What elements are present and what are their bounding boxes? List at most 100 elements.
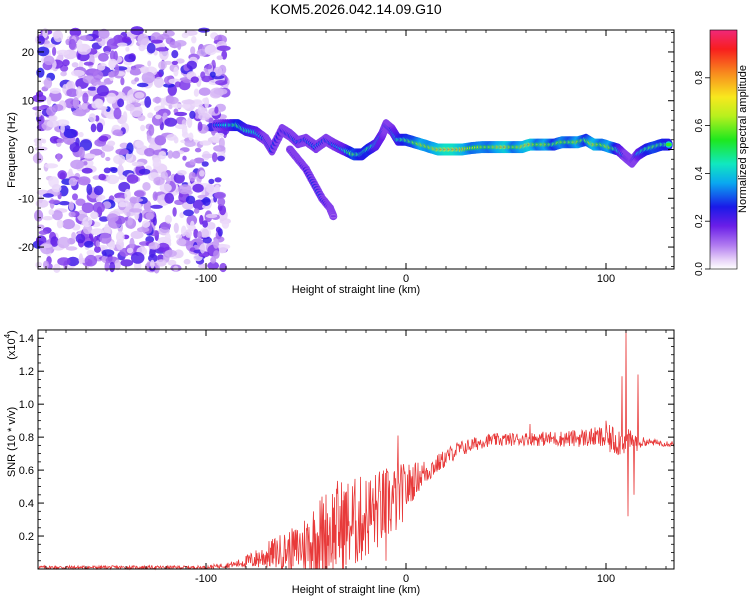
spectrogram-noise-blob xyxy=(134,77,140,82)
spectrogram-noise-blob xyxy=(152,97,163,104)
colorbar-tick-label: 0.6 xyxy=(694,118,705,132)
spectrogram-noise-blob xyxy=(191,36,197,44)
spectrogram-noise-blob xyxy=(215,226,222,233)
spectrogram-noise-blob xyxy=(138,168,151,175)
spectrogram-noise-blob xyxy=(214,184,220,194)
spectrogram-noise-blob xyxy=(219,262,227,273)
spectrogram-noise-blob xyxy=(172,207,177,217)
spectrogram-noise-blob xyxy=(76,86,83,98)
spectrogram-noise-blob xyxy=(70,159,85,170)
spectrogram-x-ticks: -100 0 100 xyxy=(45,30,667,285)
spectrogram-noise-blob xyxy=(120,77,125,86)
spectrogram-noise-blob xyxy=(200,71,206,79)
spectrogram-noise-blob xyxy=(81,103,88,110)
spectrogram-noise-blob xyxy=(213,88,228,95)
spectrogram-noise-blob xyxy=(103,167,111,174)
snr-panel: -100 0 100 0.2 0.4 0.6 0.8 1.0 1.2 1.4 Height of… xyxy=(3,329,675,596)
spectrogram-noise-blob xyxy=(98,28,110,39)
spectrogram-noise-blob xyxy=(57,170,67,180)
spectrogram-noise-blob xyxy=(207,261,219,270)
spectrogram-noise-blob xyxy=(160,221,172,230)
spectrogram-noise-blob xyxy=(98,135,109,142)
spectrogram-noise-blob xyxy=(68,211,76,218)
spectrogram-noise-blob xyxy=(205,184,215,193)
spectrogram-noise-blob xyxy=(68,177,78,187)
spectrogram-noise-blob xyxy=(186,60,197,70)
spectrogram-noise-blob xyxy=(202,97,209,104)
spectrogram-y-label: Frequency (Hz) xyxy=(6,112,18,188)
spectrogram-noise-blob xyxy=(140,66,149,74)
spectrogram-noise-blob xyxy=(156,242,170,252)
snr-y-ticks: 0.2 0.4 0.6 0.8 1.0 1.2 1.4 xyxy=(19,333,674,562)
spectrogram-y-tick-label: -20 xyxy=(18,242,34,254)
svg-text:(x104): (x104) xyxy=(3,330,18,360)
spectrogram-noise-blob xyxy=(134,140,144,149)
spectrogram-noise-blob xyxy=(42,193,54,198)
spectrogram-noise-blob xyxy=(125,46,130,52)
colorbar-gradient xyxy=(710,30,737,269)
spectrogram-noise-blob xyxy=(56,49,70,56)
spectrogram-noise-blob xyxy=(145,212,154,220)
spectrogram-noise-blob xyxy=(164,214,172,224)
spectrogram-noise-blob xyxy=(99,232,112,244)
spectrogram-noise-blob xyxy=(81,153,96,159)
spectrogram-noise-blob xyxy=(113,107,122,120)
spectrogram-noise-blob xyxy=(216,55,223,60)
spectrogram-noise-blob xyxy=(36,114,45,125)
spectrogram-noise-blob xyxy=(173,136,179,144)
spectrogram-noise-blob xyxy=(208,178,215,185)
spectrogram-noise-blob xyxy=(42,216,53,221)
spectrogram-noise-blob xyxy=(95,240,101,248)
spectrogram-noise-blob xyxy=(131,161,145,167)
spectrogram-noise-blob xyxy=(38,230,48,235)
spectrogram-noise-blob xyxy=(123,95,130,101)
spectrogram-noise-blob xyxy=(120,259,134,267)
spectrogram-noise-blob xyxy=(199,140,212,146)
spectrogram-noise-blob xyxy=(117,164,124,177)
spectrogram-noise-blob xyxy=(56,119,70,127)
spectrogram-noise-blob xyxy=(168,104,173,110)
spectrogram-noise-blob xyxy=(84,240,94,248)
figure-title: KOM5.2026.042.14.09.G10 xyxy=(270,1,441,17)
spectrogram-noise-blob xyxy=(175,124,188,130)
spectrogram-noise-blob xyxy=(213,250,220,259)
spectrogram-noise-blob xyxy=(193,208,200,214)
spectrogram-noise-blob xyxy=(129,237,135,250)
spectrogram-noise-blob xyxy=(33,137,45,144)
spectrogram-noise-blob xyxy=(43,43,56,48)
spectrogram-noise-blob xyxy=(129,67,142,76)
spectrogram-noise-blob xyxy=(46,119,59,128)
spectrogram-noise-blob xyxy=(134,91,145,99)
spectrogram-noise-blob xyxy=(56,153,61,162)
spectrogram-noise-blob xyxy=(142,182,151,191)
spectrogram-ridge-core xyxy=(330,215,337,218)
spectrogram-noise-blob xyxy=(159,200,166,206)
spectrogram-noise-blob xyxy=(76,39,83,52)
spectrogram-noise-blob xyxy=(48,199,61,204)
spectrogram-noise-blob xyxy=(124,188,131,201)
spectrogram-noise-blob xyxy=(181,131,189,138)
spectrogram-noise-blob xyxy=(98,52,109,62)
spectrogram-noise-blob xyxy=(160,97,165,110)
spectrogram-noise-blob xyxy=(159,183,172,193)
spectrogram-noise-blob xyxy=(156,259,167,267)
spectrogram-noise-blob xyxy=(117,98,125,108)
spectrogram-noise-blob xyxy=(183,258,191,265)
spectrogram-noise-blob xyxy=(198,87,211,96)
spectrogram-noise-blob xyxy=(182,79,194,84)
spectrogram-noise-blob xyxy=(193,88,199,97)
spectrogram-noise-blob xyxy=(167,96,179,105)
spectrogram-noise-blob xyxy=(95,98,104,109)
spectrogram-noise-blob xyxy=(109,50,116,61)
spectrogram-noise-blob xyxy=(188,171,196,182)
spectrogram-noise-blob xyxy=(177,42,182,50)
spectrogram-noise-blob xyxy=(173,222,179,234)
spectrogram-noise-blob xyxy=(213,145,226,152)
spectrogram-noise-blob xyxy=(189,110,196,119)
spectrogram-noise-blob xyxy=(177,170,187,176)
spectrogram-noise-blob xyxy=(174,111,188,117)
spectrogram-y-tick-label: 20 xyxy=(22,47,34,59)
spectrogram-noise-blob xyxy=(173,66,179,77)
